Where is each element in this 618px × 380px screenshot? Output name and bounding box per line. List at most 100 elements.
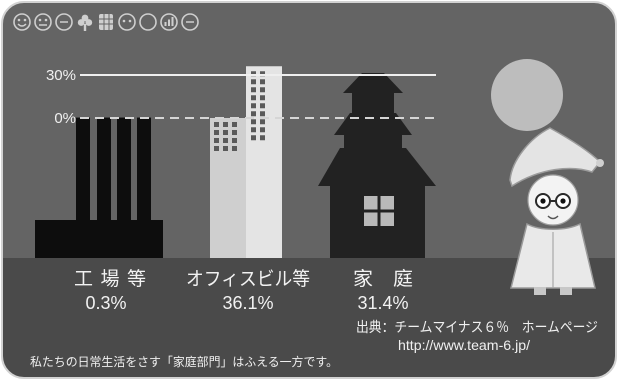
tick-label-30-percent: 30% [46, 67, 76, 84]
office-window [251, 111, 256, 117]
office-tower [246, 66, 282, 258]
office-window [223, 122, 228, 127]
tree-icon [77, 14, 93, 31]
ground [2, 258, 616, 378]
icon-ring [139, 13, 157, 31]
icon-ring [55, 13, 73, 31]
header-icon-row [13, 13, 199, 31]
icon-grid [99, 14, 113, 30]
icon-ring [34, 13, 52, 31]
office-window [260, 103, 265, 109]
office-window [251, 87, 256, 93]
value-label-household: 31.4% [357, 293, 408, 313]
icon-trunk [83, 24, 87, 31]
office-window [223, 146, 228, 151]
face-icon [34, 13, 52, 31]
office-window [223, 138, 228, 143]
chart-marks [35, 66, 436, 258]
office-window [232, 146, 237, 151]
source-url: http://www.team-6.jp/ [398, 337, 530, 353]
building-icon [99, 14, 113, 30]
icon-ring [160, 13, 178, 31]
mascot-leg-right [560, 287, 572, 295]
office-window [260, 119, 265, 125]
office-window [251, 95, 256, 101]
house-middle-floor [344, 132, 402, 150]
office-window [260, 87, 265, 93]
value-labels: 0.3% 36.1% 31.4% [85, 293, 408, 313]
source-credit: 出典：チームマイナス６％ ホームページ [356, 320, 598, 336]
icon-eye [44, 18, 48, 22]
house-lower-roof [318, 148, 436, 186]
y-reference-lines: 0% 30% [46, 67, 436, 127]
mascot-eye-right [560, 198, 566, 204]
house-top-roof [343, 72, 403, 93]
mascot-hat [509, 127, 602, 188]
factory-chimney [76, 117, 90, 222]
icon-eye [128, 19, 132, 23]
icon-ring [181, 13, 199, 31]
category-label-office: オフィスビル等 [186, 268, 310, 290]
category-labels: 工場等 オフィスビル等 家 庭 [74, 268, 413, 290]
icon-eye [23, 18, 27, 22]
office-window [232, 130, 237, 135]
mascot-child [509, 127, 604, 295]
face-icon [13, 13, 31, 31]
value-label-factory: 0.3% [85, 293, 126, 313]
factory-chimney [137, 117, 151, 222]
office-window [223, 130, 228, 135]
bar-factory [35, 117, 163, 258]
office-window [251, 103, 256, 109]
office-window [232, 138, 237, 143]
factory-chimney [97, 117, 111, 222]
icon-bar [171, 17, 174, 26]
office-window [214, 138, 219, 143]
office-window [260, 111, 265, 117]
office-window [260, 79, 265, 85]
icon-eye [38, 18, 42, 22]
office-window [260, 95, 265, 101]
category-label-factory: 工場等 [74, 268, 146, 290]
sun [491, 59, 563, 131]
icon-bar [164, 22, 167, 26]
bar-office-building [210, 66, 282, 258]
icon-mouth [17, 23, 27, 27]
icon-bar [168, 19, 170, 26]
office-window [214, 146, 219, 151]
office-window [251, 119, 256, 125]
icon-ring [118, 13, 136, 31]
icon-leaf [81, 14, 89, 22]
signal-bars-icon [160, 13, 178, 31]
office-window [214, 130, 219, 135]
minus-circle-icon [181, 13, 199, 31]
icon-leaf [77, 19, 85, 26]
category-label-household: 家 庭 [353, 268, 413, 290]
icon-eye [122, 19, 126, 23]
office-window [251, 135, 256, 141]
house-upper-floor [352, 90, 394, 117]
mascot-hat-tassel [596, 159, 604, 167]
tick-label-0-percent: 0% [54, 110, 76, 127]
icon-leaf [85, 19, 93, 26]
office-window [260, 71, 265, 77]
office-window [214, 122, 219, 127]
mascot-eye-left [540, 198, 546, 204]
circle-icon [139, 13, 157, 31]
icon-ring [13, 13, 31, 31]
minus-circle-icon [55, 13, 73, 31]
factory-chimney [117, 117, 131, 222]
mascot-mouth [547, 215, 559, 220]
office-window [232, 122, 237, 127]
face-icon [118, 13, 136, 31]
icon-block [99, 14, 113, 30]
office-window [251, 127, 256, 133]
office-window [251, 79, 256, 85]
office-window [260, 127, 265, 133]
factory-base [35, 220, 163, 258]
footer-note: 私たちの日常生活をさす「家庭部門」はふえる一方です。 [30, 354, 338, 369]
icon-eye [17, 18, 21, 22]
mascot-leg-left [534, 287, 546, 295]
office-window [251, 71, 256, 77]
